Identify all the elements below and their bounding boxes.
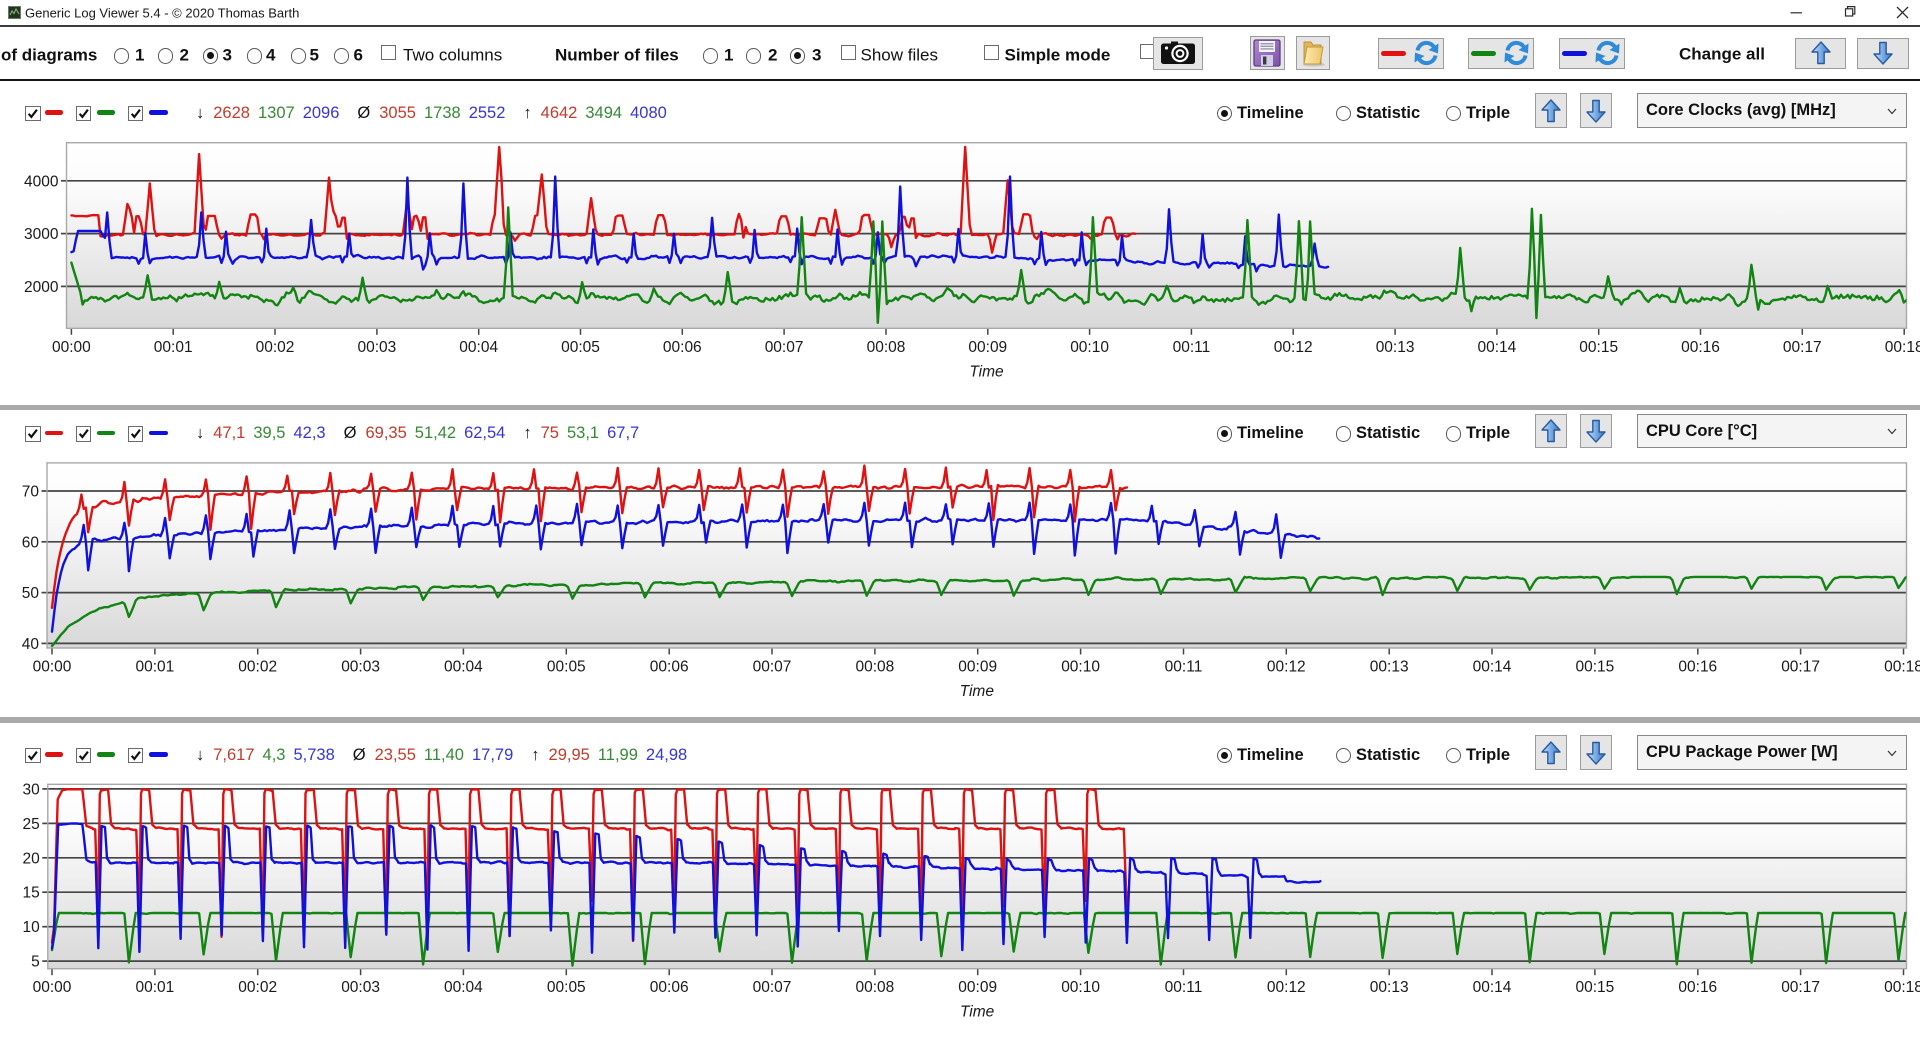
svg-text:2000: 2000 xyxy=(24,279,59,296)
svg-text:00:03: 00:03 xyxy=(358,339,397,356)
svg-text:Time: Time xyxy=(969,363,1004,380)
svg-text:00:09: 00:09 xyxy=(958,979,997,996)
svg-text:00:18: 00:18 xyxy=(1884,659,1920,676)
svg-text:60: 60 xyxy=(22,534,40,551)
svg-text:00:15: 00:15 xyxy=(1576,979,1615,996)
svg-text:00:11: 00:11 xyxy=(1165,979,1203,996)
svg-text:00:14: 00:14 xyxy=(1473,979,1512,996)
svg-text:00:08: 00:08 xyxy=(856,659,895,676)
svg-text:00:13: 00:13 xyxy=(1370,659,1409,676)
svg-text:00:06: 00:06 xyxy=(650,659,689,676)
svg-text:00:05: 00:05 xyxy=(561,339,600,356)
svg-text:00:04: 00:04 xyxy=(444,659,483,676)
svg-text:00:01: 00:01 xyxy=(154,339,193,356)
svg-text:00:14: 00:14 xyxy=(1478,339,1517,356)
svg-text:00:10: 00:10 xyxy=(1061,979,1100,996)
svg-text:00:06: 00:06 xyxy=(663,339,702,356)
svg-text:00:07: 00:07 xyxy=(753,659,792,676)
svg-text:50: 50 xyxy=(22,585,40,602)
svg-text:10: 10 xyxy=(23,919,41,936)
svg-text:00:03: 00:03 xyxy=(341,979,380,996)
svg-text:00:13: 00:13 xyxy=(1370,979,1409,996)
svg-text:00:17: 00:17 xyxy=(1781,979,1820,996)
svg-text:Time: Time xyxy=(960,1004,995,1021)
svg-text:00:07: 00:07 xyxy=(753,979,792,996)
svg-text:00:09: 00:09 xyxy=(958,659,997,676)
svg-text:00:00: 00:00 xyxy=(52,339,91,356)
svg-text:00:17: 00:17 xyxy=(1783,339,1822,356)
svg-text:00:16: 00:16 xyxy=(1681,339,1720,356)
svg-text:00:09: 00:09 xyxy=(968,339,1007,356)
svg-text:20: 20 xyxy=(23,850,41,867)
svg-text:00:02: 00:02 xyxy=(256,339,295,356)
svg-text:00:01: 00:01 xyxy=(136,659,175,676)
svg-text:00:05: 00:05 xyxy=(547,979,586,996)
svg-text:00:10: 00:10 xyxy=(1070,339,1109,356)
svg-text:30: 30 xyxy=(23,781,41,798)
svg-text:00:18: 00:18 xyxy=(1885,339,1920,356)
svg-text:00:16: 00:16 xyxy=(1678,659,1717,676)
svg-text:00:12: 00:12 xyxy=(1267,659,1306,676)
svg-text:5: 5 xyxy=(31,954,40,971)
svg-text:00:11: 00:11 xyxy=(1173,339,1211,356)
svg-text:15: 15 xyxy=(23,885,40,902)
svg-text:00:12: 00:12 xyxy=(1274,339,1313,356)
svg-text:00:08: 00:08 xyxy=(856,979,895,996)
svg-text:00:13: 00:13 xyxy=(1376,339,1415,356)
svg-text:00:06: 00:06 xyxy=(650,979,689,996)
svg-text:00:14: 00:14 xyxy=(1473,659,1512,676)
svg-text:00:07: 00:07 xyxy=(765,339,804,356)
svg-text:00:01: 00:01 xyxy=(136,979,175,996)
svg-text:70: 70 xyxy=(22,484,40,501)
svg-text:40: 40 xyxy=(22,636,40,653)
svg-text:4000: 4000 xyxy=(24,173,59,190)
svg-text:00:15: 00:15 xyxy=(1579,339,1618,356)
svg-text:00:03: 00:03 xyxy=(341,659,380,676)
svg-text:00:04: 00:04 xyxy=(444,979,483,996)
svg-text:00:05: 00:05 xyxy=(547,659,586,676)
svg-text:00:04: 00:04 xyxy=(459,339,498,356)
svg-text:00:12: 00:12 xyxy=(1267,979,1306,996)
svg-text:00:17: 00:17 xyxy=(1781,659,1820,676)
svg-text:00:16: 00:16 xyxy=(1678,979,1717,996)
svg-text:00:00: 00:00 xyxy=(33,979,72,996)
svg-text:00:08: 00:08 xyxy=(867,339,906,356)
svg-text:3000: 3000 xyxy=(24,226,59,243)
svg-text:00:11: 00:11 xyxy=(1165,659,1203,676)
svg-text:Time: Time xyxy=(960,683,995,700)
svg-text:00:10: 00:10 xyxy=(1061,659,1100,676)
svg-text:00:15: 00:15 xyxy=(1576,659,1615,676)
svg-text:00:18: 00:18 xyxy=(1884,979,1920,996)
svg-text:00:02: 00:02 xyxy=(238,659,277,676)
svg-text:00:00: 00:00 xyxy=(33,659,72,676)
svg-text:25: 25 xyxy=(23,816,40,833)
svg-text:00:02: 00:02 xyxy=(238,979,277,996)
